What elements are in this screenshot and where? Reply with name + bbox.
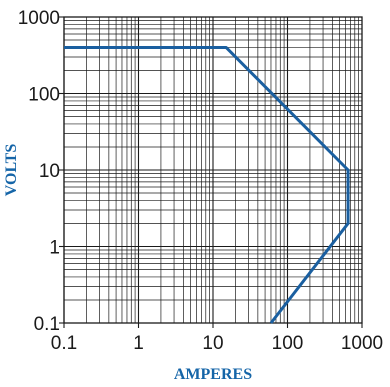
y-tick-label: 0.1 — [34, 314, 60, 335]
plot-frame — [63, 16, 363, 324]
x-tick-label: 10 — [202, 333, 223, 354]
grid-major-lines — [59, 16, 363, 328]
x-tick-label: 1 — [133, 333, 144, 354]
x-tick-label: 0.1 — [51, 333, 77, 354]
y-tick-labels: 0.1 1 10 100 1000 — [18, 8, 60, 335]
series-layer — [64, 45, 350, 324]
series-line-0 — [64, 45, 350, 324]
y-tick-label: 10 — [39, 161, 60, 182]
y-tick-label: 1000 — [18, 8, 60, 29]
x-tick-label: 1000 — [341, 333, 383, 354]
y-tick-label: 1 — [49, 238, 60, 259]
x-tick-label: 100 — [272, 333, 304, 354]
x-axis-label: AMPERES — [174, 366, 252, 383]
y-tick-label: 100 — [28, 85, 60, 106]
x-tick-labels: 0.1 1 10 100 1000 — [51, 333, 383, 354]
y-axis-label: VOLTS — [3, 144, 20, 197]
